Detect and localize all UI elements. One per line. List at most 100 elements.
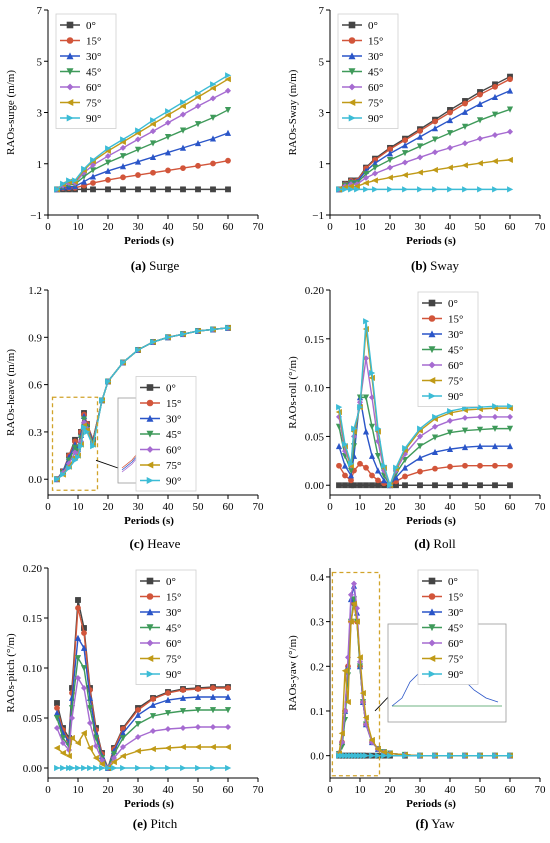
marker-triangle-up bbox=[461, 108, 469, 115]
marker-triangle-right bbox=[54, 476, 61, 483]
marker-triangle-right bbox=[354, 752, 361, 759]
legend-label: 45° bbox=[448, 345, 463, 357]
marker-diamond bbox=[119, 144, 127, 151]
marker-square bbox=[135, 186, 141, 193]
y-tick-label: 0.00 bbox=[23, 763, 43, 775]
marker-circle bbox=[195, 162, 201, 169]
legend-label: 90° bbox=[166, 476, 181, 488]
marker-circle bbox=[348, 477, 354, 484]
marker-triangle-up bbox=[431, 125, 439, 132]
y-axis-label: RAOs-surge (m/m) bbox=[5, 70, 17, 155]
x-tick-label: 40 bbox=[163, 501, 175, 513]
series-line-3 bbox=[338, 396, 510, 487]
marker-triangle-right bbox=[402, 186, 409, 193]
marker-triangle-down bbox=[416, 143, 424, 150]
marker-triangle-right bbox=[75, 764, 82, 772]
marker-triangle-right bbox=[111, 764, 118, 772]
marker-circle bbox=[150, 696, 156, 702]
marker-circle bbox=[363, 464, 369, 471]
marker-triangle-left bbox=[224, 76, 231, 83]
marker-square bbox=[428, 577, 436, 585]
chart-heave: 0 10 20 30 40 50 60 70 0.0 0.3 0.6 0.9 1.2 Periods (s… bbox=[5, 285, 264, 551]
zoom-region-box bbox=[331, 571, 381, 777]
marker-triangle-right bbox=[432, 413, 439, 420]
marker-triangle-up bbox=[348, 52, 356, 60]
marker-diamond bbox=[476, 413, 484, 420]
marker-triangle-down bbox=[209, 707, 217, 714]
marker-square bbox=[210, 186, 216, 193]
marker-square bbox=[417, 482, 423, 489]
marker-diamond bbox=[194, 723, 202, 731]
marker-triangle-up bbox=[164, 149, 172, 156]
marker-diamond bbox=[59, 739, 67, 747]
marker-triangle-right bbox=[87, 764, 94, 772]
caption-text: Sway bbox=[427, 258, 460, 273]
marker-triangle-right bbox=[357, 404, 364, 411]
y-tick-label: 0.2 bbox=[310, 661, 324, 673]
chart-yaw: 0 10 20 30 40 50 60 70 0.0 0.1 0.2 0.3 0.4 Periods (s… bbox=[287, 568, 546, 831]
marker-circle bbox=[357, 460, 363, 467]
legend-label: 15° bbox=[86, 36, 101, 48]
x-tick-label: 20 bbox=[385, 221, 397, 233]
marker-triangle-up bbox=[164, 696, 172, 703]
marker-triangle-up bbox=[179, 694, 187, 701]
marker-triangle-down bbox=[491, 425, 499, 432]
legend: 0° 15° 30° 45° 60° 75° 90° bbox=[55, 13, 117, 129]
marker-triangle-right bbox=[507, 403, 514, 410]
marker-square bbox=[447, 482, 453, 489]
x-tick-label: 70 bbox=[535, 221, 547, 233]
marker-triangle-left bbox=[74, 739, 81, 747]
legend-label: 60° bbox=[166, 638, 181, 650]
legend-label: 30° bbox=[368, 51, 383, 63]
legend-label: 0° bbox=[166, 576, 176, 588]
series-line-4 bbox=[56, 675, 228, 770]
marker-triangle-down bbox=[476, 117, 484, 124]
marker-diamond bbox=[416, 433, 424, 440]
marker-circle bbox=[462, 462, 468, 469]
marker-triangle-left bbox=[491, 158, 498, 165]
marker-square bbox=[146, 577, 154, 585]
marker-triangle-right bbox=[447, 407, 454, 415]
legend-label: 15° bbox=[448, 314, 463, 326]
marker-circle bbox=[225, 685, 231, 691]
marker-triangle-down bbox=[80, 665, 88, 672]
legend-label: 60° bbox=[368, 82, 383, 94]
marker-square bbox=[351, 482, 357, 489]
marker-triangle-right bbox=[75, 454, 82, 461]
x-tick-label: 0 bbox=[327, 221, 333, 233]
marker-circle bbox=[402, 473, 408, 480]
marker-triangle-right bbox=[336, 404, 343, 411]
y-tick-label: −1 bbox=[30, 210, 42, 222]
caption-text: Roll bbox=[430, 536, 456, 551]
marker-triangle-down bbox=[224, 107, 232, 114]
legend: 0° 15° 30° 45° 60° 75° 90° bbox=[135, 376, 197, 492]
marker-triangle-down bbox=[401, 456, 409, 464]
marker-square bbox=[402, 482, 408, 489]
marker-triangle-right bbox=[99, 397, 106, 404]
marker-triangle-right bbox=[447, 186, 454, 193]
marker-triangle-right bbox=[146, 670, 154, 678]
marker-triangle-right bbox=[54, 186, 61, 193]
marker-triangle-left bbox=[194, 94, 201, 101]
x-tick-label: 60 bbox=[223, 784, 235, 796]
y-tick-label: 0.10 bbox=[305, 383, 325, 395]
marker-triangle-down bbox=[476, 426, 484, 433]
x-tick-label: 20 bbox=[385, 784, 397, 796]
legend: 0° 15° 30° 45° 60° 75° 90° bbox=[417, 569, 479, 685]
marker-diamond bbox=[461, 414, 469, 421]
caption: (f) Yaw bbox=[415, 816, 455, 831]
marker-circle bbox=[90, 180, 96, 186]
marker-triangle-right bbox=[387, 752, 394, 759]
marker-triangle-right bbox=[165, 764, 172, 772]
marker-circle bbox=[432, 118, 438, 125]
marker-triangle-down bbox=[209, 114, 217, 121]
marker-triangle-down bbox=[134, 721, 142, 728]
marker-circle bbox=[180, 687, 186, 693]
marker-triangle-right bbox=[428, 670, 436, 678]
legend-label: 60° bbox=[448, 360, 463, 372]
marker-triangle-up bbox=[119, 163, 127, 170]
marker-triangle-up bbox=[368, 452, 376, 459]
marker-triangle-right bbox=[60, 180, 67, 187]
marker-diamond bbox=[146, 639, 154, 647]
